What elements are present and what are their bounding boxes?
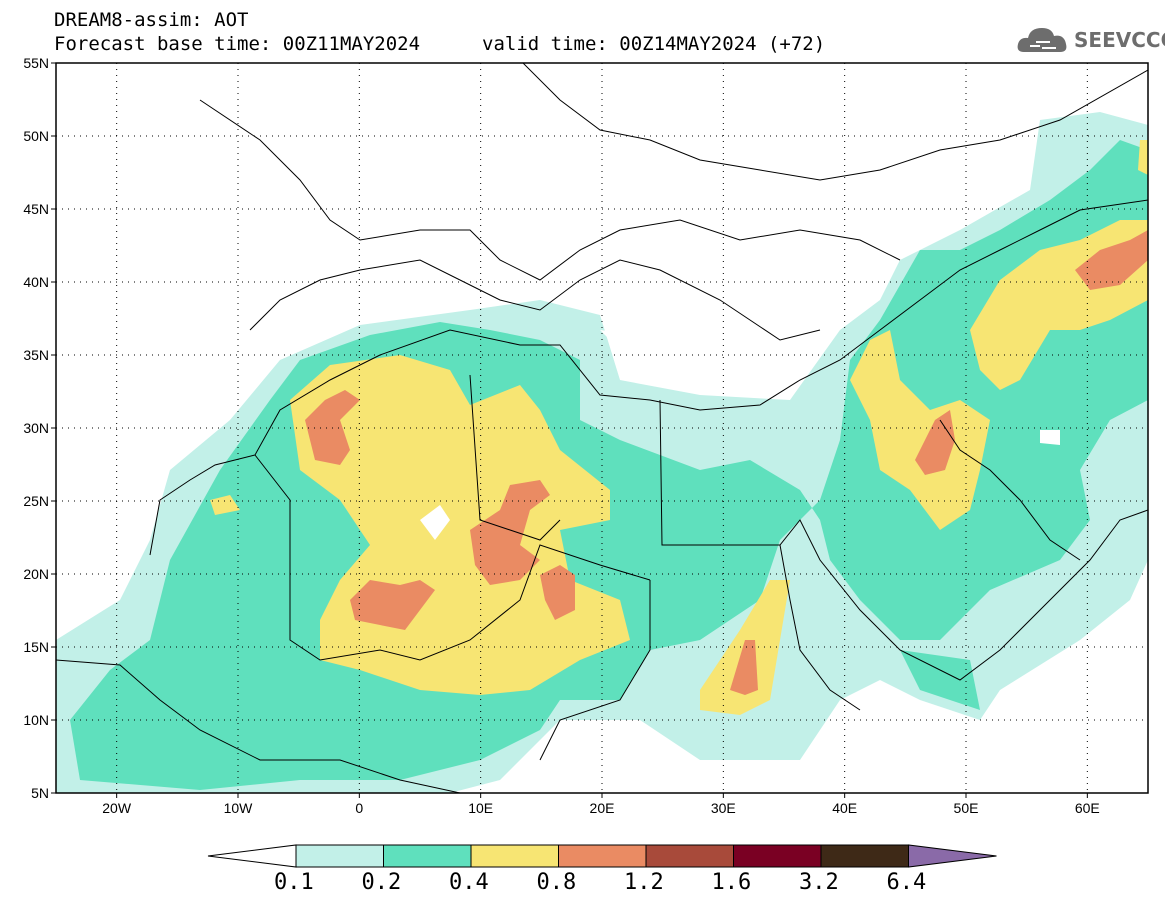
valid-time: valid time: 00Z14MAY2024 (+72) <box>482 33 826 55</box>
lat-label: 10N <box>23 712 49 728</box>
lat-label: 15N <box>23 639 49 655</box>
lon-label: 0 <box>355 800 363 816</box>
colorbar-segment <box>645 844 734 868</box>
lon-label: 50E <box>954 800 979 816</box>
colorbar-label: 1.2 <box>624 870 664 895</box>
colorbar-label: 1.6 <box>711 870 752 895</box>
lat-label: 50N <box>23 128 49 144</box>
aot-clear-areas <box>420 330 1060 540</box>
lat-label: 35N <box>23 347 49 363</box>
lon-label: 60E <box>1075 800 1100 816</box>
colorbar-segment <box>558 844 647 868</box>
aot-field <box>56 63 1148 793</box>
colorbar-segment <box>295 844 384 868</box>
latitude-labels: 55N 50N 45N 40N 35N 30N 25N 20N 15N 10N 5N <box>23 55 49 801</box>
lat-label: 5N <box>31 785 49 801</box>
lon-label: 20E <box>590 800 615 816</box>
colorbar-label: 0.8 <box>536 870 577 895</box>
colorbar-under-triangle <box>207 844 297 868</box>
chart-title: DREAM8-assim: AOT <box>54 9 249 31</box>
aot-level-0.8 <box>305 230 1148 695</box>
cloud-logo-icon <box>1017 28 1067 52</box>
colorbar-segment <box>733 844 822 868</box>
colorbar <box>207 844 997 868</box>
lat-label: 40N <box>23 274 49 290</box>
colorbar-label: 0.1 <box>274 870 314 895</box>
seevccc-logo: SEEVCCC <box>1016 22 1165 58</box>
colorbar-label: 0.4 <box>449 870 489 895</box>
lat-label: 45N <box>23 201 49 217</box>
longitude-labels: 20W 10W 0 10E 20E 30E 40E 50E 60E <box>102 800 1100 816</box>
political-borders <box>56 63 1148 793</box>
colorbar-segment <box>820 844 909 868</box>
logo-text: SEEVCCC <box>1074 28 1165 52</box>
lat-label: 25N <box>23 493 49 509</box>
lon-label: 40E <box>832 800 857 816</box>
colorbar-label: 6.4 <box>886 870 927 895</box>
colorbar-segment <box>383 844 472 868</box>
lon-label: 20W <box>102 800 132 816</box>
lat-label: 20N <box>23 566 49 582</box>
lon-label: 30E <box>711 800 736 816</box>
grid-lines <box>56 63 1148 793</box>
colorbar-over-triangle <box>908 844 997 868</box>
colorbar-label: 3.2 <box>799 870 839 895</box>
lat-label: 30N <box>23 420 49 436</box>
lon-label: 10E <box>468 800 493 816</box>
colorbar-label: 0.2 <box>361 870 402 895</box>
colorbar-segment <box>470 844 559 868</box>
lon-label: 10W <box>224 800 254 816</box>
lat-label: 55N <box>23 55 49 71</box>
forecast-base-time: Forecast base time: 00Z11MAY2024 <box>54 33 421 55</box>
axis-ticks <box>51 62 1088 798</box>
